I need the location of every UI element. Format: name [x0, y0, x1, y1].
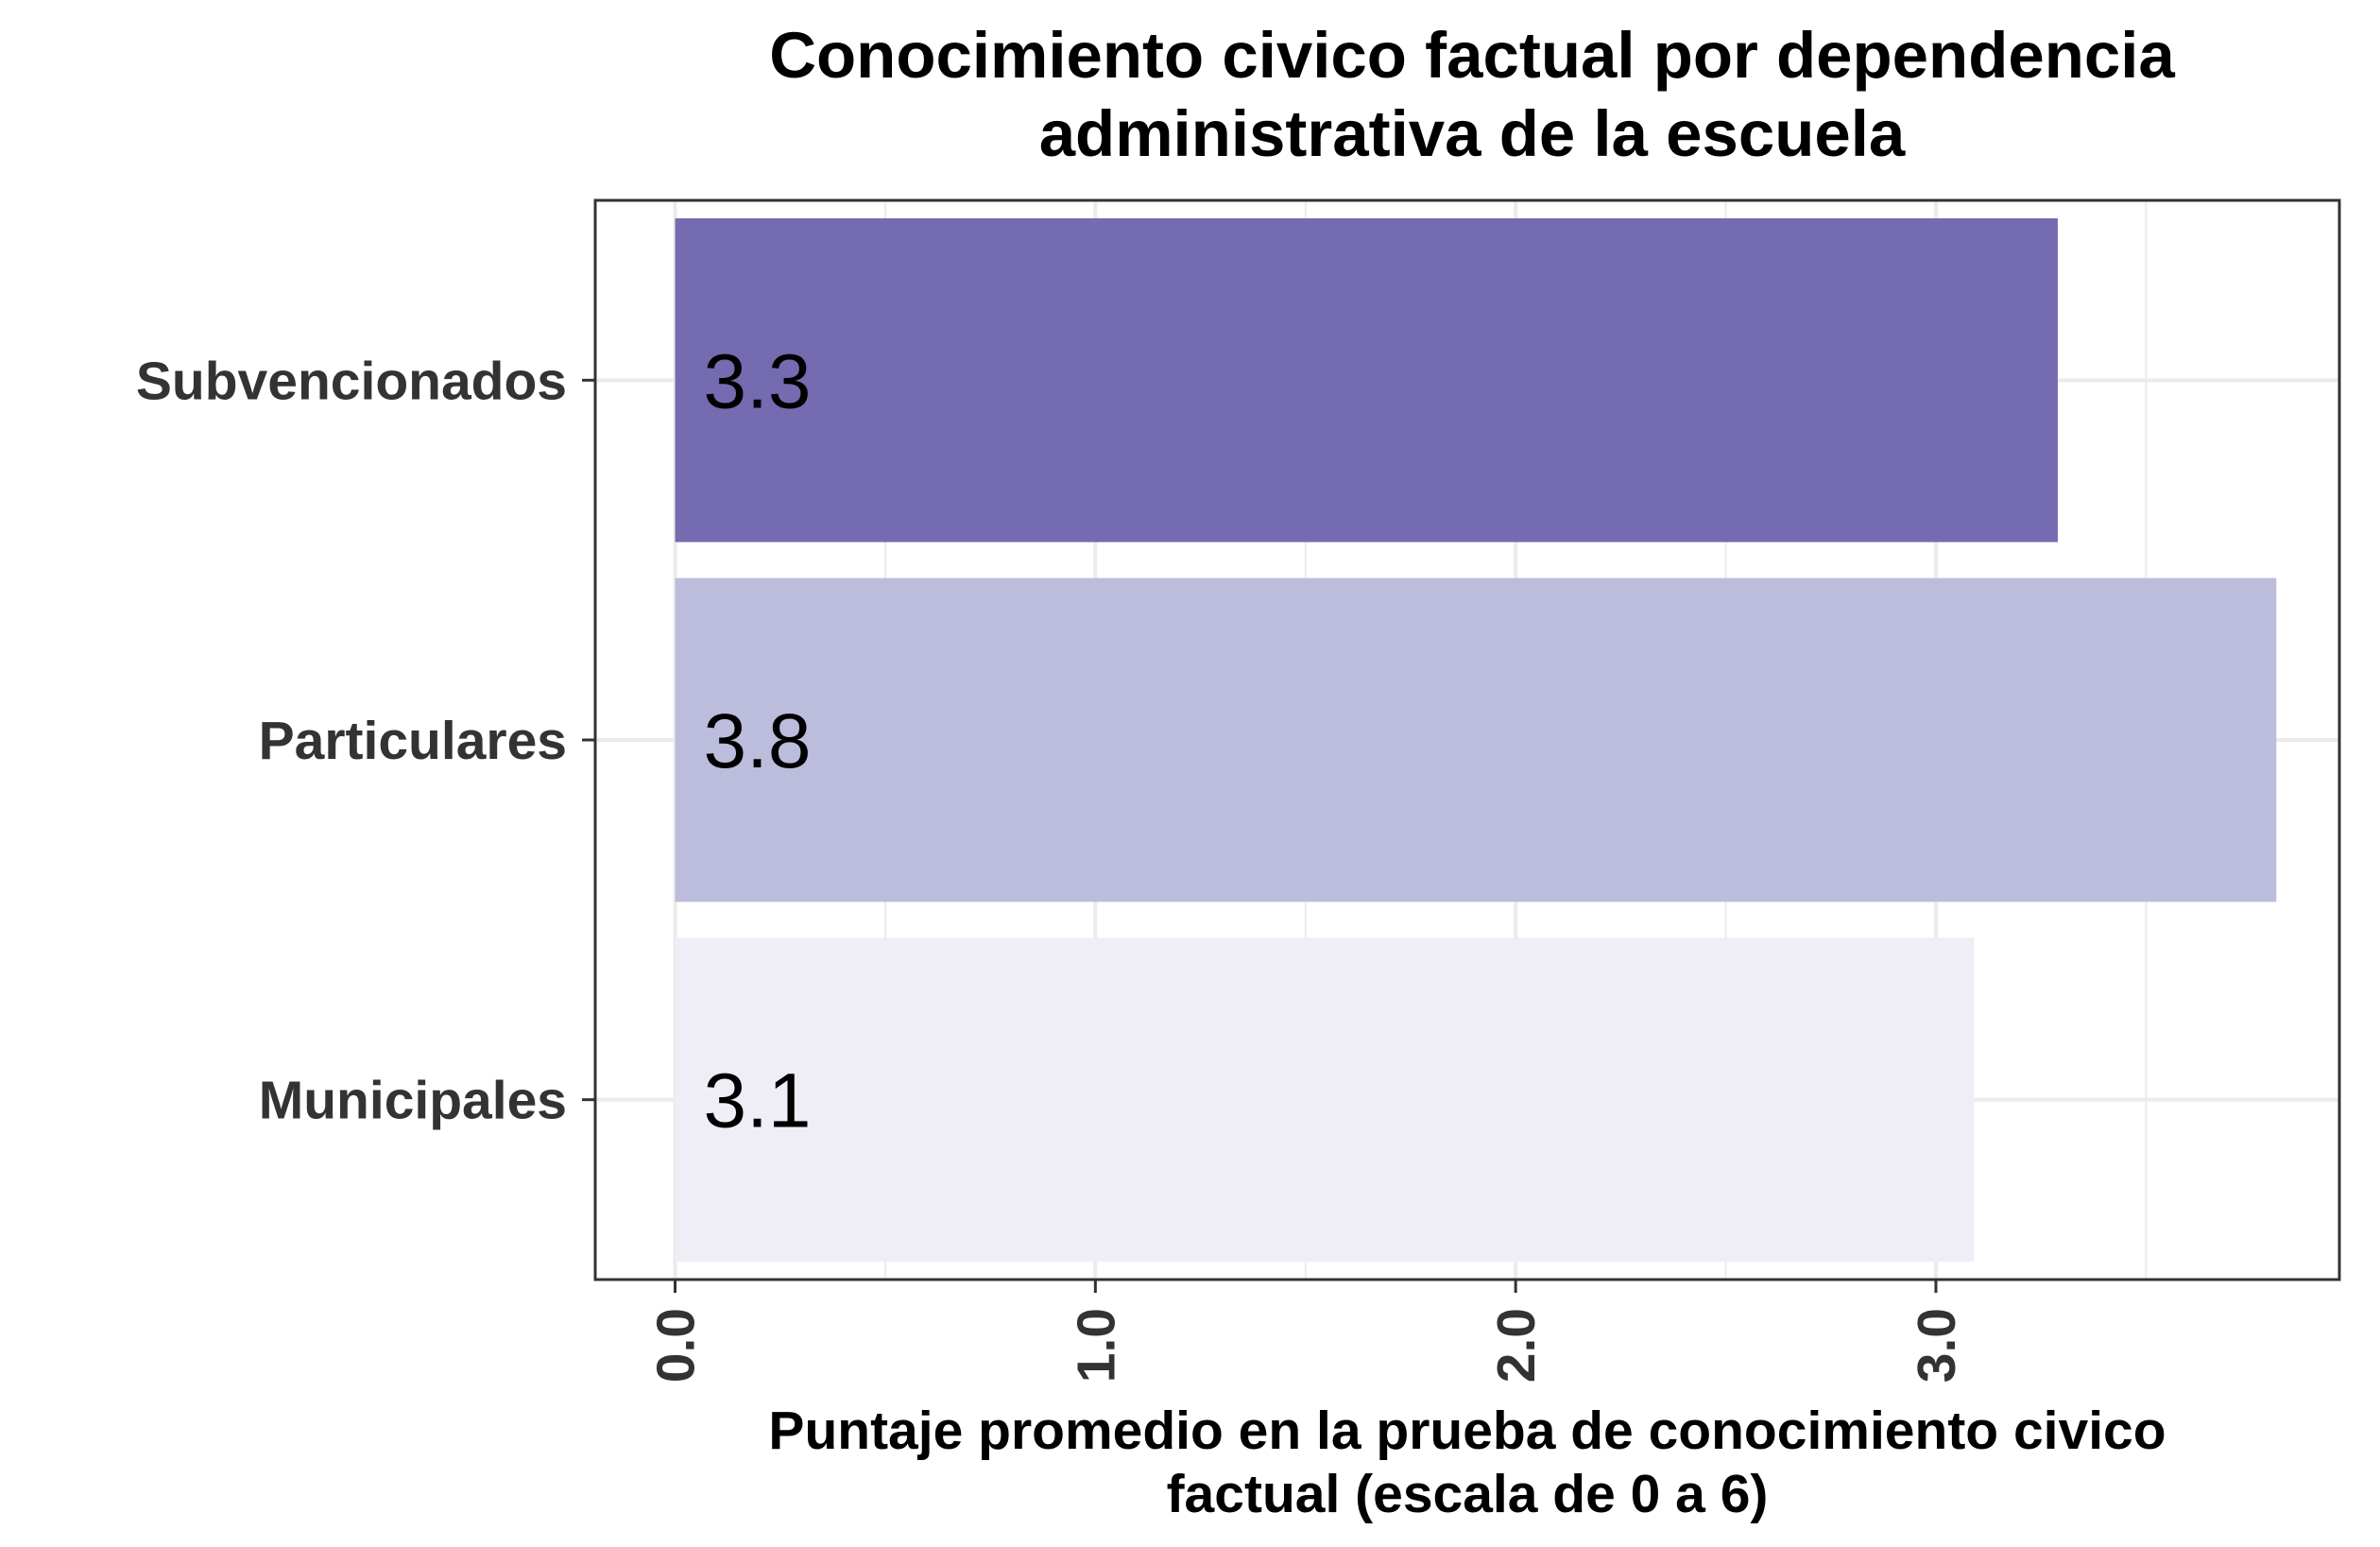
data-label-subvencionados: 3.3: [704, 338, 812, 424]
x-tick-label: 1.0: [1066, 1308, 1126, 1383]
x-tick-label-group: 2.0: [1486, 1308, 1547, 1383]
x-axis-title: Puntaje promedio en la prueba de conocim…: [768, 1401, 2166, 1524]
chart-title-line-2: administrativa de la escuela: [1039, 97, 1906, 170]
y-tick-label-particulares: Particulares: [259, 711, 567, 771]
x-tick-label-group: 3.0: [1907, 1308, 1967, 1383]
data-labels: 3.3 3.8 3.1: [704, 338, 812, 1143]
data-label-municipales: 3.1: [704, 1058, 812, 1144]
x-tick-label-group: 1.0: [1066, 1308, 1126, 1383]
bar-particulares: [675, 577, 2277, 902]
chart-title-line-1: Conocimiento civico factual por dependen…: [769, 19, 2175, 92]
bar-municipales: [675, 937, 1975, 1262]
x-tick-label: 2.0: [1486, 1308, 1547, 1383]
y-tick-label-subvencionados: Subvencionados: [136, 351, 567, 411]
x-tick-label-group: 0.0: [646, 1308, 707, 1383]
x-axis: 0.0 1.0 2.0 3.0: [646, 1280, 1967, 1383]
x-tick-label: 0.0: [646, 1308, 707, 1383]
x-axis-title-line-2: factual (escala de 0 a 6): [1167, 1464, 1769, 1524]
x-tick-label: 3.0: [1907, 1308, 1967, 1383]
chart-title: Conocimiento civico factual por dependen…: [769, 19, 2175, 170]
x-axis-title-line-1: Puntaje promedio en la prueba de conocim…: [768, 1401, 2166, 1461]
bar-subvencionados: [675, 218, 2058, 542]
data-label-particulares: 3.8: [704, 698, 812, 784]
bars: [675, 218, 2277, 1262]
y-axis: Subvencionados Particulares Municipales: [136, 351, 595, 1131]
y-tick-label-municipales: Municipales: [259, 1071, 567, 1131]
